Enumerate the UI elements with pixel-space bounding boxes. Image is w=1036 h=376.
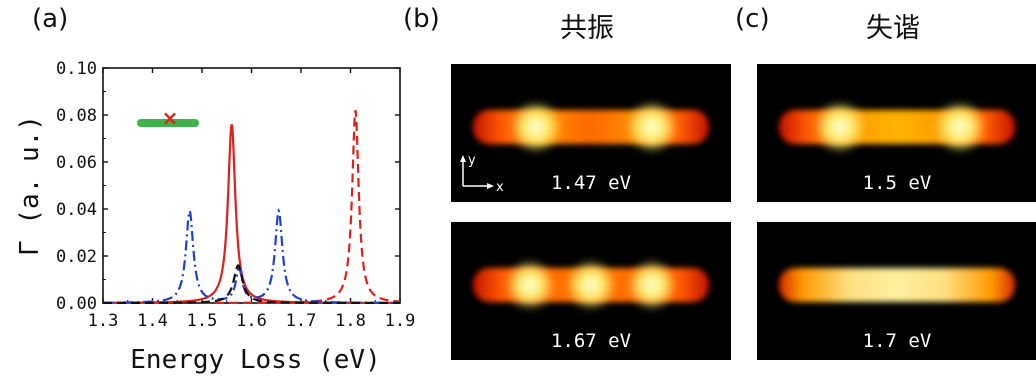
panel-label-b: (b) xyxy=(403,4,440,34)
series-line-1 xyxy=(103,110,401,305)
x-axis-label: Energy Loss (eV) xyxy=(130,345,380,375)
y-tick-label: 0.04 xyxy=(56,200,97,220)
plot-frame xyxy=(102,67,401,304)
x-tick-label: 1.5 xyxy=(187,311,218,331)
energy-label: 1.7 eV xyxy=(862,330,932,352)
energy-label: 1.5 eV xyxy=(862,172,932,194)
panel-label-c: (c) xyxy=(735,4,770,34)
y-tick-label: 0.10 xyxy=(56,59,97,79)
energy-label: 1.47 eV xyxy=(550,172,632,194)
series-line-3 xyxy=(103,264,400,305)
x-tick-label: 1.6 xyxy=(236,311,267,331)
header-detuned: 失谐 xyxy=(866,13,920,44)
axis-x-letter: x xyxy=(496,180,504,192)
spectrum-chart: 1.3 1.4 1.5 1.6 1.7 1.8 1.9 0.00 0.02 0.04 0.06 0.0… xyxy=(15,59,416,375)
header-resonance: 共振 xyxy=(560,13,614,44)
map-1-7ev: 1.7 eV xyxy=(757,222,1036,360)
y-tick-label: 0.02 xyxy=(56,247,97,267)
inset-marker-icon: × xyxy=(162,106,179,130)
axis-y-letter: y xyxy=(468,153,476,168)
y-tick-label: 0.08 xyxy=(56,106,97,126)
y-axis-label: Γ (a. u.) xyxy=(15,115,45,256)
x-tick-label: 1.8 xyxy=(335,311,366,331)
map-1-47ev: y x 1.47 eV xyxy=(451,64,731,202)
map-1-67ev: 1.67 eV xyxy=(451,222,731,360)
y-tick-label: 0.00 xyxy=(56,294,97,314)
y-tick-label: 0.06 xyxy=(56,153,97,173)
series-line-2 xyxy=(103,208,401,304)
x-tick-label: 1.4 xyxy=(137,311,168,331)
axes-indicator-icon: y x xyxy=(460,153,504,192)
energy-label: 1.67 eV xyxy=(550,330,632,352)
map-1-5ev: 1.5 eV xyxy=(757,64,1036,202)
x-tick-label: 1.7 xyxy=(286,311,317,331)
panel-label-a: (a) xyxy=(32,4,69,34)
x-tick-label: 1.3 xyxy=(88,311,119,331)
series-line-0 xyxy=(102,124,400,304)
inset-rod xyxy=(137,119,199,127)
x-tick-label: 1.9 xyxy=(385,311,416,331)
